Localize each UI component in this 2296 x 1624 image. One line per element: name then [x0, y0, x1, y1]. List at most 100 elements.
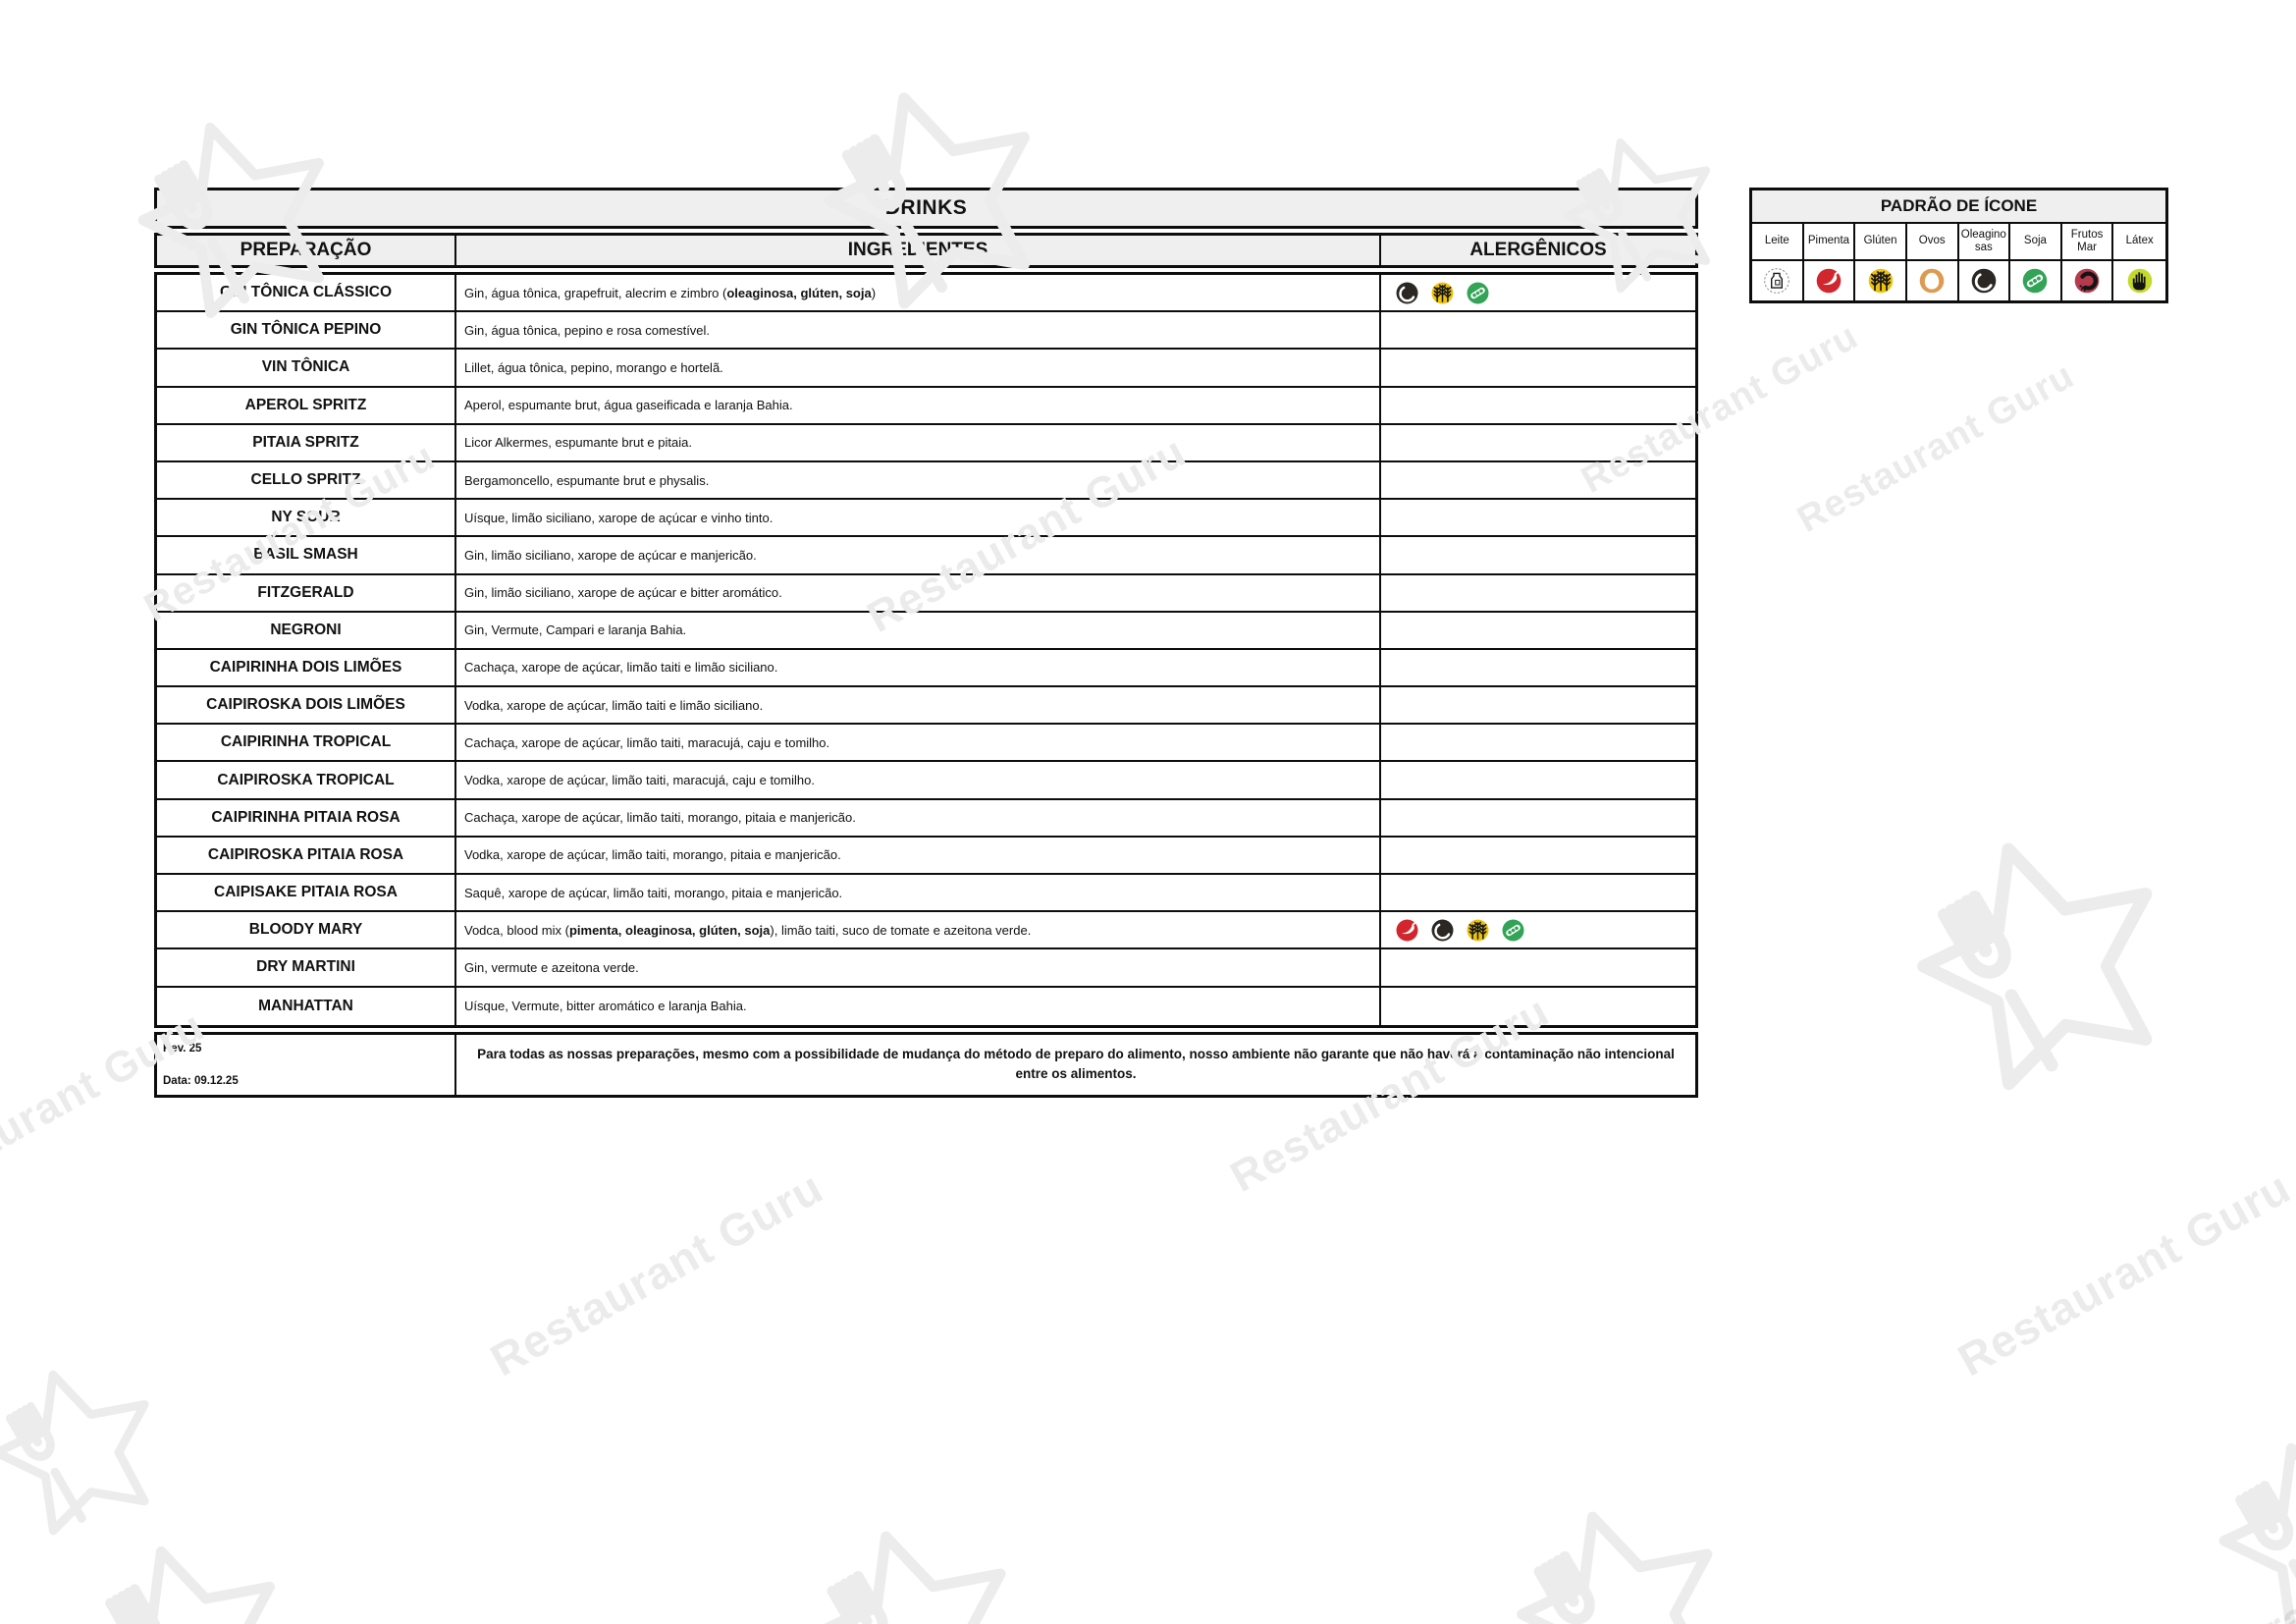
drink-name: CAIPIRINHA PITAIA ROSA	[157, 799, 456, 836]
table-row: GIN TÔNICA CLÁSSICO Gin, água tônica, gra…	[157, 275, 1695, 313]
table-row: NY SOUR Uísque, limão siciliano, xarope d…	[157, 500, 1695, 538]
drink-ingredients: Cachaça, xarope de açúcar, limão taiti e…	[456, 649, 1381, 686]
drink-ingredients: Uísque, limão siciliano, xarope de açúca…	[456, 500, 1381, 536]
revision-label: Rev. 25	[163, 1042, 202, 1055]
legend-label-frutos_mar: Frutos Mar	[2061, 224, 2114, 261]
drink-name: BASIL SMASH	[157, 537, 456, 573]
column-header-ingredientes: INGREDIENTES	[456, 236, 1381, 265]
drink-name: CAIPIROSKA PITAIA ROSA	[157, 837, 456, 873]
gluten-allergen-icon	[1431, 282, 1454, 304]
drink-name: GIN TÔNICA CLÁSSICO	[157, 275, 456, 311]
drink-allergen-icons	[1381, 949, 1695, 985]
table-row: BLOODY MARY Vodca, blood mix (pimenta, ol…	[157, 912, 1695, 950]
watermark-logo	[1477, 1468, 1772, 1624]
oleaginosas-allergen-icon	[1431, 919, 1454, 942]
drink-name: VIN TÔNICA	[157, 350, 456, 386]
legend-icon-cell-soja	[2010, 261, 2062, 300]
drink-ingredients: Cachaça, xarope de açúcar, limão taiti, …	[456, 725, 1381, 761]
watermark-logo	[52, 1505, 332, 1624]
drink-allergen-icons	[1381, 838, 1695, 873]
table-title: DRINKS	[154, 188, 1698, 229]
watermark-logo-icon	[810, 1531, 1006, 1624]
drink-ingredients: Uísque, Vermute, bitter aromático e lara…	[456, 987, 1381, 1025]
drink-allergen-icons	[1381, 350, 1695, 385]
table-row: FITZGERALD Gin, limão siciliano, xarope d…	[157, 574, 1695, 613]
drink-name: PITAIA SPRITZ	[157, 424, 456, 460]
drink-allergen-icons	[1381, 537, 1695, 572]
legend-icon-cell-frutos_mar	[2062, 261, 2114, 300]
drink-ingredients: Bergamoncello, espumante brut e physalis…	[456, 461, 1381, 499]
drink-allergen-icons	[1381, 988, 1695, 1025]
drink-allergen-icons	[1381, 912, 1695, 947]
legend-label-leite: Leite	[1752, 224, 1804, 261]
frutos_mar-allergen-icon	[2074, 268, 2100, 294]
date-label: Data: 09.12.25	[163, 1074, 239, 1087]
watermark-logo	[2182, 1402, 2296, 1624]
drink-name: NY SOUR	[157, 500, 456, 536]
drink-name: CAIPIRINHA TROPICAL	[157, 725, 456, 761]
drink-allergen-icons	[1381, 875, 1695, 910]
legend-icon-cell-ovos	[1907, 261, 1959, 300]
drink-ingredients: Cachaça, xarope de açúcar, limão taiti, …	[456, 799, 1381, 836]
table-row: PITAIA SPRITZ Licor Alkermes, espumante b…	[157, 424, 1695, 462]
drink-allergen-icons	[1381, 725, 1695, 760]
table-row: MANHATTAN Uísque, Vermute, bitter aromáti…	[157, 987, 1695, 1025]
watermark-text: Restaurant Guru	[1790, 354, 2082, 541]
drink-name: CAIPIROSKA DOIS LIMÕES	[157, 687, 456, 724]
drink-allergen-icons	[1381, 275, 1695, 310]
table-row: CAIPIRINHA PITAIA ROSA Cachaça, xarope de…	[157, 799, 1695, 838]
legend-label-ovos: Ovos	[1906, 224, 1959, 261]
table-row: CAIPIRINHA TROPICAL Cachaça, xarope de aç…	[157, 725, 1695, 763]
leite-allergen-icon	[1764, 268, 1790, 294]
drink-allergen-icons	[1381, 500, 1695, 535]
watermark-logo	[1870, 790, 2223, 1144]
watermark-logo-icon	[0, 1370, 149, 1536]
legend-icon-cell-oleaginosas	[1959, 261, 2011, 300]
column-header-alergenicos: ALERGÊNICOS	[1469, 240, 1607, 260]
pimenta-allergen-icon	[1816, 268, 1842, 294]
legend-title: PADRÃO DE ÍCONE	[1752, 190, 2165, 224]
drink-name: FITZGERALD	[157, 574, 456, 611]
drink-name: CELLO SPRITZ	[157, 461, 456, 499]
soja-allergen-icon	[1502, 919, 1524, 942]
table-body: GIN TÔNICA CLÁSSICO Gin, água tônica, gra…	[154, 272, 1698, 1028]
drink-ingredients: Gin, vermute e azeitona verde.	[456, 949, 1381, 986]
table-row: CELLO SPRITZ Bergamoncello, espumante bru…	[157, 461, 1695, 501]
table-row: CAIPIRINHA DOIS LIMÕES Cachaça, xarope de…	[157, 649, 1695, 688]
drink-allergen-icons	[1381, 462, 1695, 498]
oleaginosas-allergen-icon	[1396, 282, 1418, 304]
drink-name: APEROL SPRITZ	[157, 387, 456, 423]
table-row: DRY MARTINI Gin, vermute e azeitona verde…	[157, 949, 1695, 988]
legend-label-oleaginosas: Oleaginosas	[1958, 224, 2011, 261]
drink-allergen-icons	[1381, 762, 1695, 797]
watermark-text: Restaurant Guru	[482, 1161, 831, 1386]
oleaginosas-allergen-icon	[1971, 268, 1997, 294]
legend-label-latex: Látex	[2113, 224, 2165, 261]
drink-ingredients: Gin, água tônica, grapefruit, alecrim e …	[456, 275, 1381, 311]
watermark-logo-icon	[1517, 1511, 1713, 1624]
column-header-preparacao: PREPARAÇÃO	[157, 236, 456, 265]
drink-ingredients: Gin, limão siciliano, xarope de açúcar e…	[456, 574, 1381, 611]
watermark-logo-icon	[88, 1545, 275, 1624]
watermark-logo-icon	[1917, 842, 2153, 1091]
table-column-headers: PREPARAÇÃO INGREDIENTES ALERGÊNICOS	[154, 233, 1698, 268]
drink-allergen-icons	[1381, 312, 1695, 348]
drink-name: CAIPISAKE PITAIA ROSA	[157, 875, 456, 911]
drink-ingredients: Gin, limão siciliano, xarope de açúcar e…	[456, 537, 1381, 573]
watermark-text: Restaurant Guru	[2126, 1512, 2296, 1624]
drink-ingredients: Aperol, espumante brut, água gaseificada…	[456, 387, 1381, 423]
drinks-menu-table: DRINKS PREPARAÇÃO INGREDIENTES ALERGÊNIC…	[154, 188, 1698, 1098]
ovos-allergen-icon	[1919, 268, 1945, 294]
drink-ingredients: Lillet, água tônica, pepino, morango e h…	[456, 350, 1381, 386]
table-footer: Rev. 25 Data: 09.12.25 Para todas as nos…	[154, 1031, 1698, 1098]
watermark-text: Restaurant Guru	[1949, 1161, 2296, 1386]
watermark-logo	[0, 1335, 196, 1571]
legend-icon-cell-gluten	[1855, 261, 1907, 300]
pimenta-allergen-icon	[1396, 919, 1418, 942]
drink-allergen-icons	[1381, 687, 1695, 723]
drink-allergen-icons	[1381, 575, 1695, 611]
drink-ingredients: Gin, Vermute, Campari e laranja Bahia.	[456, 612, 1381, 648]
gluten-allergen-icon	[1868, 268, 1893, 294]
footer-revision-block: Rev. 25 Data: 09.12.25	[157, 1034, 456, 1095]
icon-legend: PADRÃO DE ÍCONE Leite Pimenta Glúten Ovos Ol…	[1749, 188, 2168, 303]
